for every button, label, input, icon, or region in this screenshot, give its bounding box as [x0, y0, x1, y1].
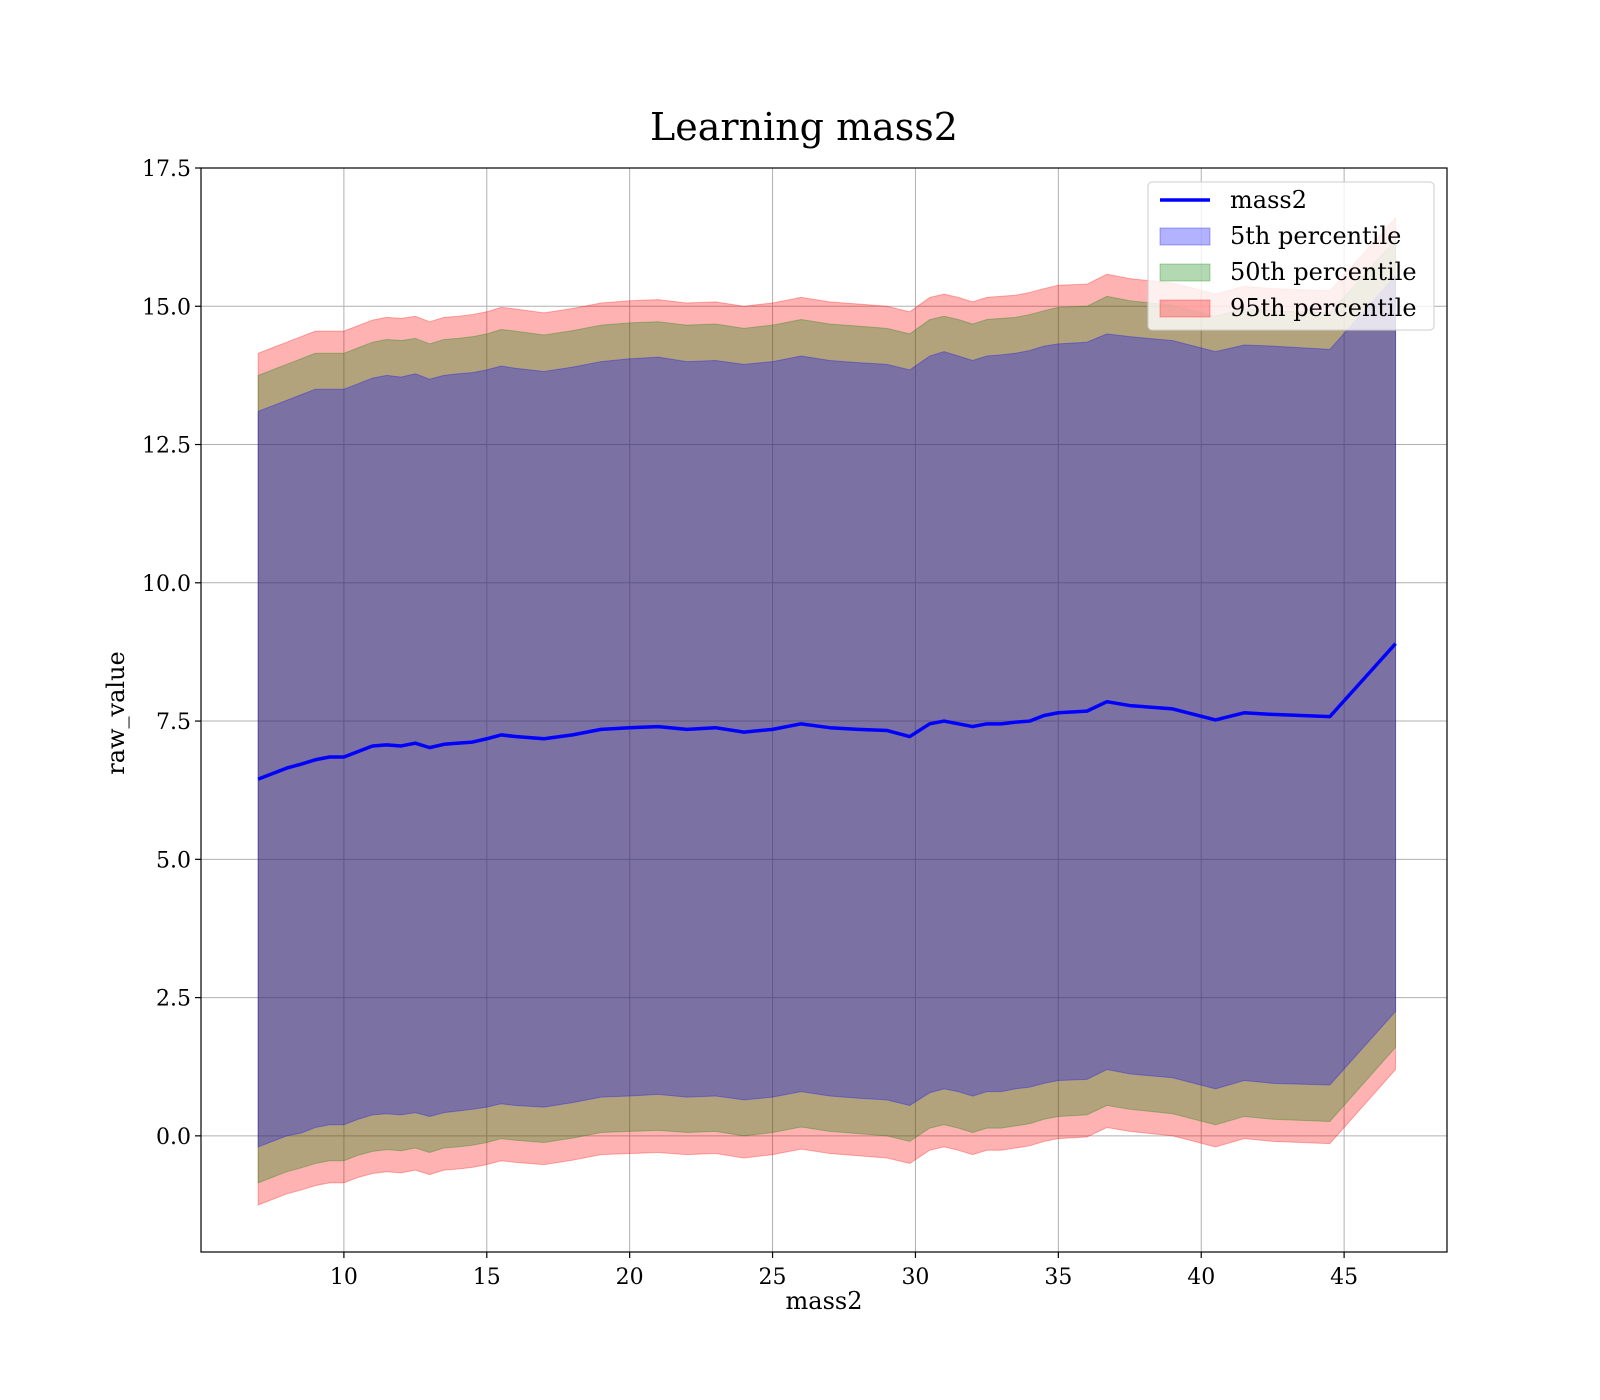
y-axis-ticks: 0.0 2.5 5.0 7.5 10.0 12.5 15.0 17.5	[142, 157, 201, 1150]
x-tick-label-4: 30	[901, 1265, 929, 1290]
legend-swatch-5th	[1159, 227, 1211, 246]
legend-swatch-95th	[1159, 299, 1211, 318]
y-axis-title: raw_value	[102, 651, 130, 775]
y-tick-label-6: 15.0	[142, 295, 191, 320]
x-tick-label-2: 20	[616, 1265, 644, 1290]
legend: mass2 5th percentile 50th percentile 95t…	[1147, 181, 1435, 331]
legend-label-mass2: mass2	[1230, 186, 1307, 214]
series-line-mass2	[257, 642, 1397, 781]
x-axis-ticks: 10 15 20 25 30 35 40 45	[330, 1252, 1358, 1290]
x-axis-title: mass2	[786, 1287, 863, 1315]
legend-box	[1147, 181, 1435, 331]
plot-frame	[200, 167, 1448, 1253]
y-tick-label-7: 17.5	[142, 157, 191, 182]
x-tick-label-6: 40	[1187, 1265, 1215, 1290]
y-tick-label-1: 2.5	[156, 987, 191, 1012]
x-tick-label-5: 35	[1044, 1265, 1072, 1290]
x-tick-label-3: 25	[759, 1265, 787, 1290]
x-tick-label-1: 15	[473, 1265, 501, 1290]
legend-label-5th: 5th percentile	[1230, 222, 1401, 250]
legend-label-50th: 50th percentile	[1230, 258, 1417, 286]
line-layer	[257, 642, 1397, 781]
legend-swatch-50th	[1159, 263, 1211, 282]
x-tick-label-0: 10	[330, 1265, 358, 1290]
band-95th	[257, 216, 1397, 1206]
y-tick-label-5: 12.5	[142, 434, 191, 459]
band-5th	[257, 274, 1397, 1148]
grid-layer	[201, 167, 1447, 1252]
y-tick-label-4: 10.0	[142, 572, 191, 597]
y-tick-label-2: 5.0	[156, 848, 191, 873]
legend-label-95th: 95th percentile	[1230, 294, 1417, 322]
band-layer	[257, 216, 1397, 1206]
y-tick-label-0: 0.0	[156, 1125, 191, 1150]
y-tick-label-3: 7.5	[156, 710, 191, 735]
chart-title: Learning mass2	[650, 105, 958, 149]
band-50th	[257, 238, 1397, 1184]
x-tick-label-7: 45	[1330, 1265, 1358, 1290]
